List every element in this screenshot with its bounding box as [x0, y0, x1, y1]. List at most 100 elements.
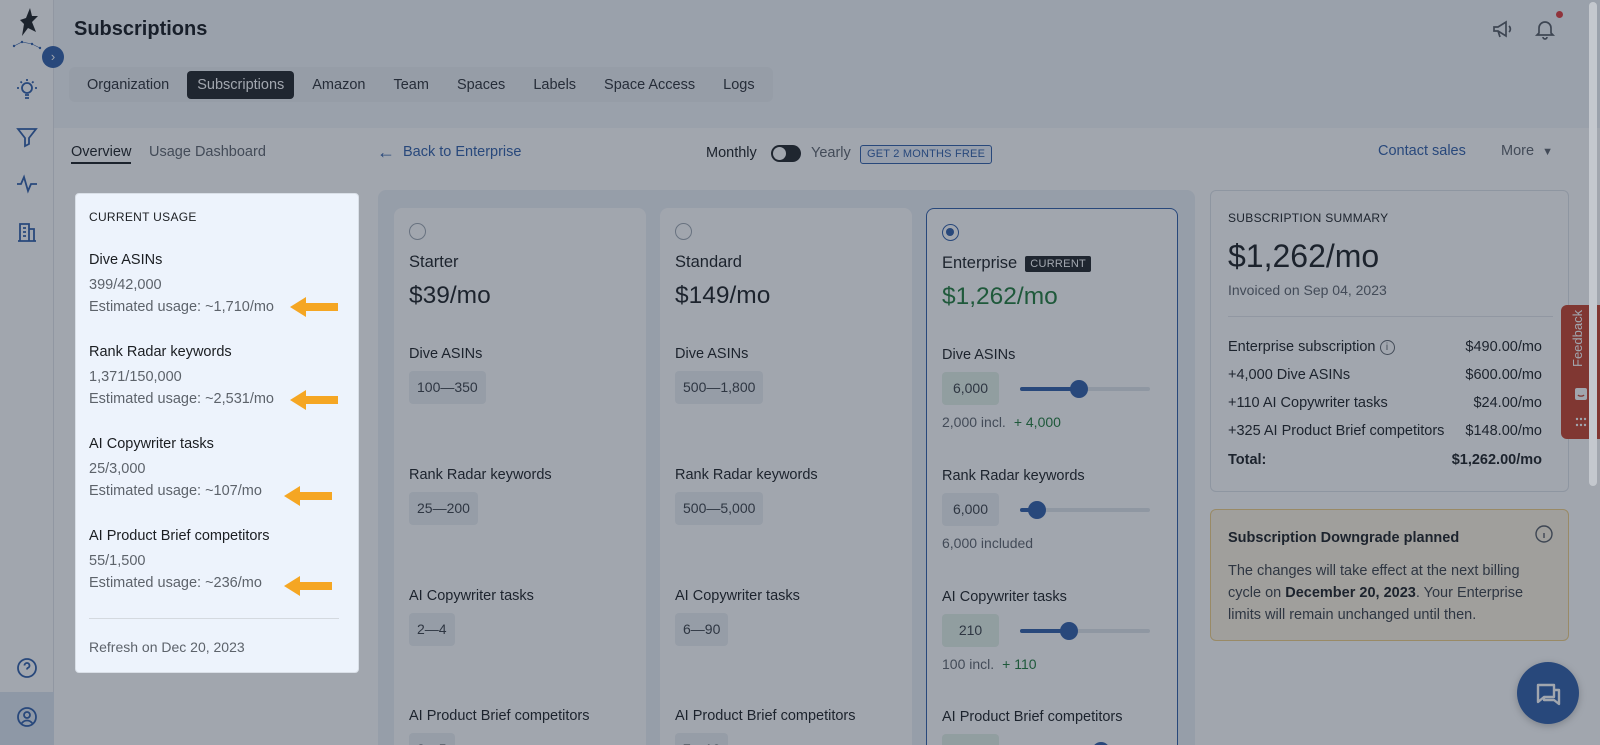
annotation-arrow-icon [284, 576, 332, 596]
plan-radio-starter[interactable] [409, 223, 426, 240]
megaphone-icon[interactable] [1491, 17, 1515, 41]
feature-label: AI Copywriter tasks [409, 588, 534, 604]
subtab-overview[interactable]: Overview [71, 144, 132, 164]
chat-support-button[interactable] [1517, 662, 1579, 724]
feature-range: 6—90 [675, 613, 729, 646]
drag-handle-icon[interactable] [1574, 415, 1588, 429]
included-text: 2,000 incl. [942, 414, 1006, 430]
quantity-value[interactable]: 6,000 [942, 493, 999, 526]
included-text: 6,000 included [942, 535, 1034, 551]
usage-item: Dive ASINs 399/42,000 Estimated usage: ~… [89, 252, 274, 315]
account-icon[interactable] [15, 705, 39, 729]
subtab-usage-dashboard[interactable]: Usage Dashboard [149, 144, 266, 160]
lightbulb-icon[interactable] [15, 77, 39, 101]
plan-name: Standard [675, 253, 742, 272]
summary-row-label: +4,000 Dive ASINs [1228, 367, 1351, 383]
usage-count: 1,371/150,000 [89, 369, 182, 385]
top-header: Subscriptions Organization Subscriptions… [54, 0, 1600, 128]
usage-item: AI Copywriter tasks 25/3,000 Estimated u… [89, 436, 262, 499]
bell-icon[interactable] [1533, 17, 1557, 41]
tab-space-access[interactable]: Space Access [604, 76, 696, 93]
plan-radio-standard[interactable] [675, 223, 692, 240]
filter-icon[interactable] [15, 125, 39, 149]
feature-label: AI Copywriter tasks [675, 588, 800, 604]
more-dropdown[interactable]: More ▼ [1501, 143, 1553, 159]
activity-icon[interactable] [15, 172, 39, 196]
summary-row-value: $148.00/mo [1465, 423, 1542, 439]
info-icon[interactable] [1534, 524, 1554, 544]
slider-fill [1020, 629, 1070, 633]
contact-sales-link[interactable]: Contact sales [1378, 143, 1466, 159]
notice-date: December 20, 2023 [1285, 585, 1416, 601]
annotation-arrow-icon [290, 297, 338, 317]
quantity-value[interactable]: 6,000 [942, 372, 999, 405]
building-icon[interactable] [15, 220, 39, 244]
summary-total-row: Total: $1,262.00/mo [1228, 452, 1542, 468]
annotation-arrow-icon [290, 390, 338, 410]
chat-icon [1536, 683, 1561, 706]
feature-range: 100—350 [409, 371, 486, 404]
plan-card-enterprise[interactable]: Enterprise CURRENT $1,262/mo Dive ASINs … [926, 208, 1178, 745]
feature-label: Rank Radar keywords [675, 467, 818, 483]
tab-labels[interactable]: Labels [533, 76, 577, 93]
feature-range: 7—10 [675, 733, 729, 745]
summary-row-value: $490.00/mo [1465, 339, 1542, 355]
usage-estimate: Estimated usage: ~1,710/mo [89, 299, 274, 315]
summary-row-value: $1,262.00/mo [1451, 452, 1542, 468]
usage-name: AI Copywriter tasks [89, 436, 214, 452]
plan-price: $39/mo [409, 282, 491, 309]
usage-estimate: Estimated usage: ~236/mo [89, 575, 262, 591]
tab-organization[interactable]: Organization [87, 76, 170, 93]
summary-row-label: Enterprise subscription i [1228, 339, 1395, 355]
annotation-arrow-icon [284, 486, 332, 506]
info-icon[interactable]: i [1379, 339, 1395, 355]
quantity-slider[interactable] [1020, 501, 1150, 519]
usage-estimate: Estimated usage: ~2,531/mo [89, 391, 274, 407]
plan-name-text: Starter [409, 253, 459, 271]
notice-text: . Your Enterprise limits will remain unc… [1228, 585, 1524, 623]
plan-name-text: Standard [675, 253, 742, 271]
arrow-left-icon: ← [377, 142, 395, 162]
slider-thumb[interactable] [1060, 622, 1079, 640]
quantity-slider[interactable] [1020, 622, 1150, 640]
feature-label: AI Product Brief competitors [409, 708, 590, 724]
billing-period-toggle[interactable] [771, 145, 801, 162]
extra-text: + 4,000 [1013, 414, 1061, 430]
quantity-value[interactable]: 210 [942, 614, 999, 647]
summary-row: +325 AI Product Brief competitors $148.0… [1228, 423, 1542, 439]
feature-label: AI Product Brief competitors [675, 708, 856, 724]
plan-card-starter[interactable]: Starter $39/mo Dive ASINs 100—350 Rank R… [394, 208, 646, 745]
notice-text: The changes will take effect at the next… [1228, 563, 1520, 601]
settings-tabs: Organization Subscriptions Amazon Team S… [69, 67, 773, 102]
refresh-date: Refresh on Dec 20, 2023 [89, 639, 245, 655]
scrollbar[interactable] [1589, 2, 1597, 486]
expand-sidebar-button[interactable]: › [42, 46, 64, 68]
feature-range: 2—4 [409, 613, 455, 646]
quantity-value[interactable]: 425 [942, 734, 999, 745]
toggle-knob [773, 147, 786, 160]
slider-thumb[interactable] [1069, 380, 1088, 398]
quantity-slider[interactable] [1020, 380, 1150, 398]
plan-card-standard[interactable]: Standard $149/mo Dive ASINs 500—1,800 Ra… [660, 208, 912, 745]
feature-label: Rank Radar keywords [942, 468, 1085, 484]
current-plan-badge: CURRENT [1025, 255, 1092, 272]
back-to-enterprise-link[interactable]: ← Back to Enterprise [377, 142, 521, 162]
tab-team[interactable]: Team [393, 76, 429, 93]
tab-amazon[interactable]: Amazon [312, 76, 366, 93]
slider-thumb[interactable] [1091, 742, 1110, 745]
feature-range: 2—5 [409, 733, 455, 745]
feature-range: 25—200 [409, 492, 478, 525]
feature-range: 500—1,800 [675, 371, 764, 404]
tab-logs[interactable]: Logs [723, 76, 755, 93]
slider-thumb[interactable] [1027, 501, 1046, 519]
logo-icon[interactable] [10, 6, 46, 50]
summary-divider [1228, 316, 1553, 317]
plan-radio-enterprise[interactable] [942, 224, 959, 241]
help-icon[interactable] [15, 656, 39, 680]
notice-body: The changes will take effect at the next… [1228, 560, 1528, 626]
tab-subscriptions[interactable]: Subscriptions [187, 70, 295, 99]
tab-spaces[interactable]: Spaces [456, 76, 506, 93]
summary-row-value: $600.00/mo [1465, 367, 1542, 383]
plan-price: $149/mo [675, 282, 771, 309]
caret-down-icon: ▼ [1542, 146, 1553, 158]
